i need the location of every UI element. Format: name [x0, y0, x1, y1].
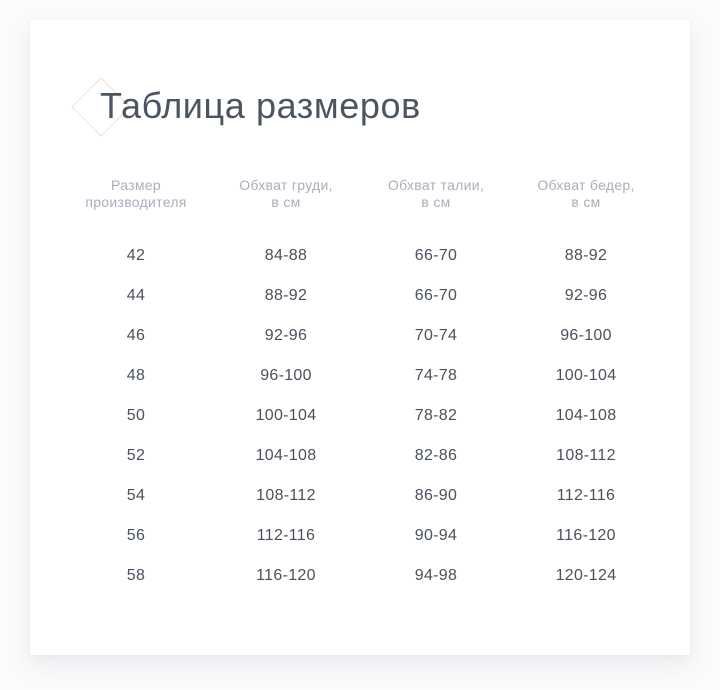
table-row: 44 88-92 66-70 92-96 — [61, 276, 661, 316]
cell-chest: 88-92 — [264, 287, 308, 304]
cell-hips: 112-116 — [556, 487, 616, 504]
cell-size: 42 — [126, 247, 146, 264]
cell-size: 56 — [126, 527, 146, 544]
header-waist: Обхват талии, в см — [361, 177, 511, 211]
cell-waist: 82-86 — [414, 447, 458, 464]
cell-chest: 104-108 — [255, 447, 317, 464]
cell-waist: 66-70 — [414, 287, 458, 304]
cell-chest: 112-116 — [256, 527, 316, 544]
header-line: производителя — [85, 194, 187, 210]
header-line: в см — [271, 194, 301, 210]
table-row: 50 100-104 78-82 104-108 — [61, 396, 661, 436]
cell-waist: 78-82 — [414, 407, 458, 424]
cell-size: 48 — [126, 367, 146, 384]
table-row: 46 92-96 70-74 96-100 — [61, 316, 661, 356]
header-line: Обхват груди, — [239, 177, 333, 193]
size-table: Размер производителя Обхват груди, в см … — [61, 177, 661, 596]
page-title-block: Таблица размеров — [71, 77, 690, 137]
header-line: в см — [421, 194, 451, 210]
header-chest: Обхват груди, в см — [211, 177, 361, 211]
cell-size: 46 — [126, 327, 146, 344]
cell-chest: 108-112 — [256, 487, 316, 504]
cell-waist: 86-90 — [414, 487, 458, 504]
cell-chest: 100-104 — [255, 407, 317, 424]
header-line: Размер — [111, 177, 161, 193]
table-row: 42 84-88 66-70 88-92 — [61, 236, 661, 276]
cell-hips: 100-104 — [555, 367, 617, 384]
cell-waist: 74-78 — [414, 367, 458, 384]
cell-hips: 96-100 — [560, 327, 612, 344]
table-row: 48 96-100 74-78 100-104 — [61, 356, 661, 396]
header-line: Обхват талии, — [387, 177, 485, 193]
cell-hips: 88-92 — [564, 247, 608, 264]
table-row: 54 108-112 86-90 112-116 — [61, 476, 661, 516]
header-manufacturer-size: Размер производителя — [61, 177, 211, 211]
cell-hips: 108-112 — [556, 447, 616, 464]
cell-size: 58 — [126, 567, 146, 584]
page-title: Таблица размеров — [100, 85, 421, 126]
table-row: 58 116-120 94-98 120-124 — [61, 556, 661, 596]
cell-chest: 116-120 — [256, 567, 316, 584]
cell-size: 50 — [126, 407, 146, 424]
cell-size: 52 — [126, 447, 146, 464]
header-line: в см — [571, 194, 601, 210]
cell-size: 44 — [126, 287, 146, 304]
cell-waist: 70-74 — [414, 327, 458, 344]
table-row: 56 112-116 90-94 116-120 — [61, 516, 661, 556]
cell-hips: 120-124 — [555, 567, 617, 584]
table-header-row: Размер производителя Обхват груди, в см … — [61, 177, 661, 211]
cell-hips: 116-120 — [556, 527, 616, 544]
cell-waist: 90-94 — [414, 527, 458, 544]
cell-chest: 96-100 — [260, 367, 312, 384]
cell-hips: 104-108 — [555, 407, 617, 424]
cell-size: 54 — [126, 487, 146, 504]
header-hips: Обхват бедер, в см — [511, 177, 661, 211]
cell-hips: 92-96 — [564, 287, 608, 304]
cell-chest: 84-88 — [264, 247, 308, 264]
cell-waist: 66-70 — [414, 247, 458, 264]
cell-chest: 92-96 — [264, 327, 308, 344]
table-body: 42 84-88 66-70 88-92 44 88-92 66-70 92-9… — [61, 236, 661, 596]
cell-waist: 94-98 — [414, 567, 458, 584]
header-line: Обхват бедер, — [537, 177, 635, 193]
table-row: 52 104-108 82-86 108-112 — [61, 436, 661, 476]
size-table-card: Таблица размеров Размер производителя Об… — [30, 20, 690, 655]
